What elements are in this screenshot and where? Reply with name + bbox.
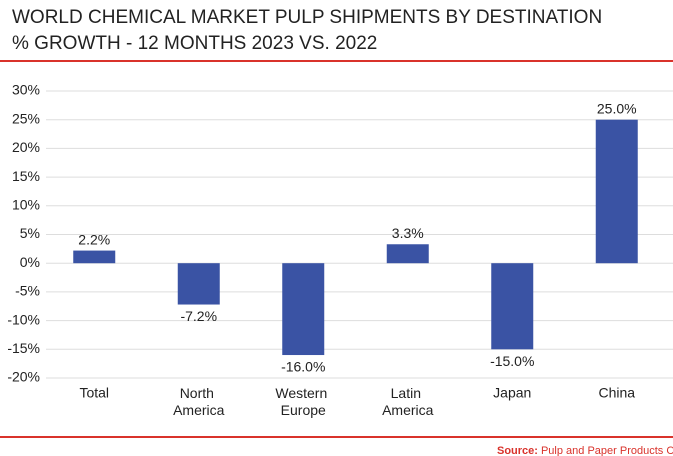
y-tick-label: -10% bbox=[7, 311, 40, 327]
y-tick-label: 10% bbox=[12, 197, 40, 213]
chart-title: WORLD CHEMICAL MARKET PULP SHIPMENTS BY … bbox=[12, 7, 602, 28]
x-tick-label-line: Western bbox=[275, 385, 331, 401]
x-tick-label: Western Europe bbox=[275, 385, 331, 418]
x-tick-label-line: America bbox=[382, 402, 434, 418]
y-tick-label: -20% bbox=[7, 369, 40, 385]
y-tick-label: 30% bbox=[12, 82, 40, 98]
chart-title: % GROWTH - 12 MONTHS 2023 VS. 2022 bbox=[12, 33, 377, 54]
bar bbox=[177, 263, 220, 305]
y-tick-label: 15% bbox=[12, 168, 40, 184]
value-label: 25.0% bbox=[597, 100, 637, 116]
source-text: Pulp and Paper Products Co bbox=[541, 445, 673, 456]
y-tick-label: 20% bbox=[12, 139, 40, 155]
value-label: -7.2% bbox=[180, 308, 217, 324]
x-tick-label-line: America bbox=[173, 402, 225, 418]
y-tick-label: -15% bbox=[7, 340, 40, 356]
x-tick-label: Latin America bbox=[382, 385, 434, 418]
x-tick-label: North America bbox=[173, 385, 225, 418]
bar bbox=[73, 250, 116, 264]
source: Source: Pulp and Paper Products Co bbox=[497, 445, 673, 456]
value-label: 2.2% bbox=[78, 231, 110, 247]
x-tick-label: Total bbox=[79, 385, 109, 401]
x-tick-label: Japan bbox=[493, 385, 531, 401]
source-label: Source: bbox=[497, 445, 538, 456]
bar bbox=[282, 263, 325, 356]
value-label: -16.0% bbox=[281, 359, 325, 375]
value-label: -15.0% bbox=[490, 353, 534, 369]
x-tick-label-line: North bbox=[180, 385, 218, 401]
y-tick-label: 5% bbox=[20, 225, 40, 241]
y-tick-label: 25% bbox=[12, 110, 40, 126]
bar bbox=[386, 244, 429, 264]
value-label: 3.3% bbox=[392, 225, 424, 241]
bar bbox=[491, 263, 534, 350]
x-tick-label-line: Europe bbox=[281, 402, 326, 418]
y-tick-label: 0% bbox=[20, 254, 40, 270]
x-tick-label-line: Latin bbox=[391, 385, 425, 401]
y-tick-label: -5% bbox=[15, 283, 40, 299]
x-tick-label: China bbox=[598, 385, 635, 401]
bar bbox=[595, 119, 638, 264]
